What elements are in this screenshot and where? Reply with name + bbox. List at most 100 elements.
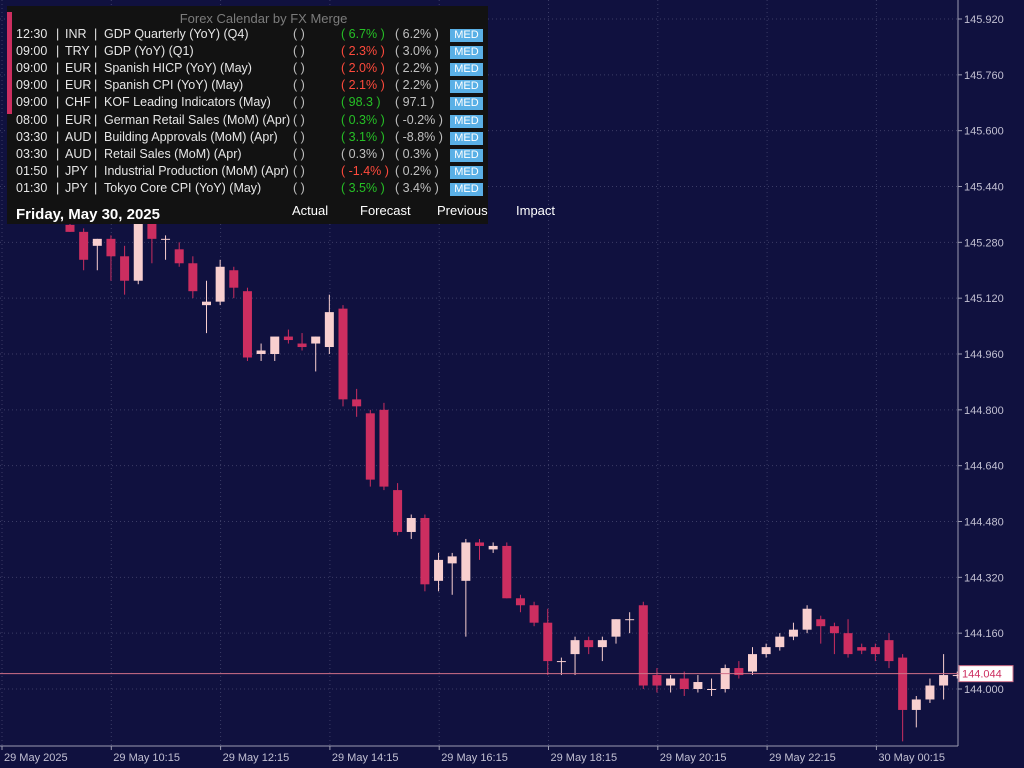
candle-body (666, 678, 676, 686)
event-time: 09:00 (16, 95, 48, 110)
y-tick-label: 145.760 (964, 70, 1004, 82)
candle-body (461, 542, 471, 581)
x-tick-label: 30 May 00:15 (878, 752, 945, 764)
event-currency: JPY (65, 180, 88, 195)
separator: | (56, 61, 60, 76)
panel-accent-bar (7, 12, 12, 114)
event-previous: ( 2.2% ) (395, 78, 439, 93)
event-forecast: ( 2.0% ) (341, 61, 385, 76)
candle-body (870, 647, 880, 655)
candle-body (242, 291, 252, 358)
event-time: 09:00 (16, 78, 48, 93)
candle-body (420, 518, 430, 585)
y-tick-label: 144.480 (964, 517, 1004, 529)
event-currency: EUR (65, 112, 92, 127)
candle-body (652, 675, 662, 686)
event-actual: ( ) (293, 27, 305, 41)
event-time: 01:30 (16, 180, 48, 195)
event-currency: INR (65, 27, 87, 41)
separator: | (94, 129, 98, 144)
event-actual: ( ) (293, 78, 305, 93)
event-currency: EUR (65, 78, 92, 93)
impact-badge: MED (450, 97, 483, 111)
candle-body (857, 647, 867, 651)
header-forecast: Forecast (360, 203, 411, 218)
candle-body (543, 622, 553, 662)
candle-body (625, 619, 635, 621)
separator: | (56, 146, 60, 161)
separator: | (56, 180, 60, 195)
event-name: GDP (YoY) (Q1) (104, 44, 194, 59)
candle-body (884, 640, 894, 662)
event-name: Spanish HICP (YoY) (May) (104, 61, 252, 76)
candle-body (379, 409, 389, 487)
event-name: German Retail Sales (MoM) (Apr) (104, 112, 291, 127)
impact-badge: MED (450, 46, 483, 60)
event-time: 08:00 (16, 112, 48, 127)
event-forecast: ( 98.3 ) (341, 95, 381, 110)
candle-body (611, 619, 621, 637)
candle-body (515, 598, 525, 606)
y-tick-label: 145.280 (964, 237, 1004, 249)
event-previous: ( -0.2% ) (395, 112, 443, 127)
impact-badge: MED (450, 148, 483, 162)
candle-body (502, 545, 512, 599)
candle-body (529, 605, 539, 623)
candle-body (775, 636, 785, 648)
event-actual: ( ) (293, 163, 305, 178)
candle-body (952, 675, 962, 677)
x-tick-label: 29 May 14:15 (332, 752, 399, 764)
candle-body (202, 301, 211, 306)
event-actual: ( ) (293, 44, 305, 59)
impact-badge: MED (450, 29, 483, 42)
separator: | (94, 61, 98, 76)
candle-body (188, 263, 198, 292)
candle-body (707, 689, 717, 690)
separator: | (94, 112, 98, 127)
event-forecast: ( 2.1% ) (341, 78, 385, 93)
candle-body (120, 256, 130, 281)
event-actual: ( ) (293, 129, 305, 144)
current-price-tag (958, 665, 1014, 683)
event-forecast: ( 6.7% ) (341, 27, 385, 41)
impact-badge: MED (450, 165, 483, 179)
event-forecast: ( 0.3% ) (341, 146, 385, 161)
candle-body (748, 654, 757, 672)
event-forecast: ( 3.5% ) (341, 180, 385, 195)
event-currency: AUD (65, 146, 92, 161)
y-tick-label: 145.440 (964, 182, 1004, 194)
event-time: 12:30 (16, 27, 48, 41)
event-actual: ( ) (293, 146, 305, 161)
candle-body (283, 336, 293, 341)
candle-body (693, 682, 703, 689)
candle-body (393, 490, 403, 532)
candle-body (734, 668, 744, 676)
candle-body (161, 238, 171, 240)
event-previous: ( 97.1 ) (395, 95, 435, 110)
separator: | (94, 44, 98, 59)
event-actual: ( ) (293, 95, 305, 110)
event-currency: CHF (65, 95, 91, 110)
separator: | (94, 180, 98, 195)
separator: | (56, 163, 60, 178)
header-impact: Impact (516, 203, 556, 218)
event-forecast: ( 0.3% ) (341, 112, 385, 127)
event-currency: AUD (65, 129, 92, 144)
candle-body (829, 626, 839, 634)
candle-body (270, 336, 280, 354)
separator: | (56, 27, 60, 41)
event-name: Industrial Production (MoM) (Apr) (104, 163, 289, 178)
event-actual: ( ) (293, 180, 305, 195)
candle-body (556, 661, 566, 663)
candle-body (939, 675, 949, 686)
event-actual: ( ) (293, 61, 305, 76)
candle-body (638, 605, 648, 686)
separator: | (56, 78, 60, 93)
separator: | (56, 95, 60, 110)
candle-body (147, 221, 157, 239)
x-tick-label: 29 May 22:15 (769, 752, 836, 764)
candle-body (65, 224, 75, 232)
header-previous: Previous (437, 203, 488, 218)
event-forecast: ( 3.1% ) (341, 129, 385, 144)
